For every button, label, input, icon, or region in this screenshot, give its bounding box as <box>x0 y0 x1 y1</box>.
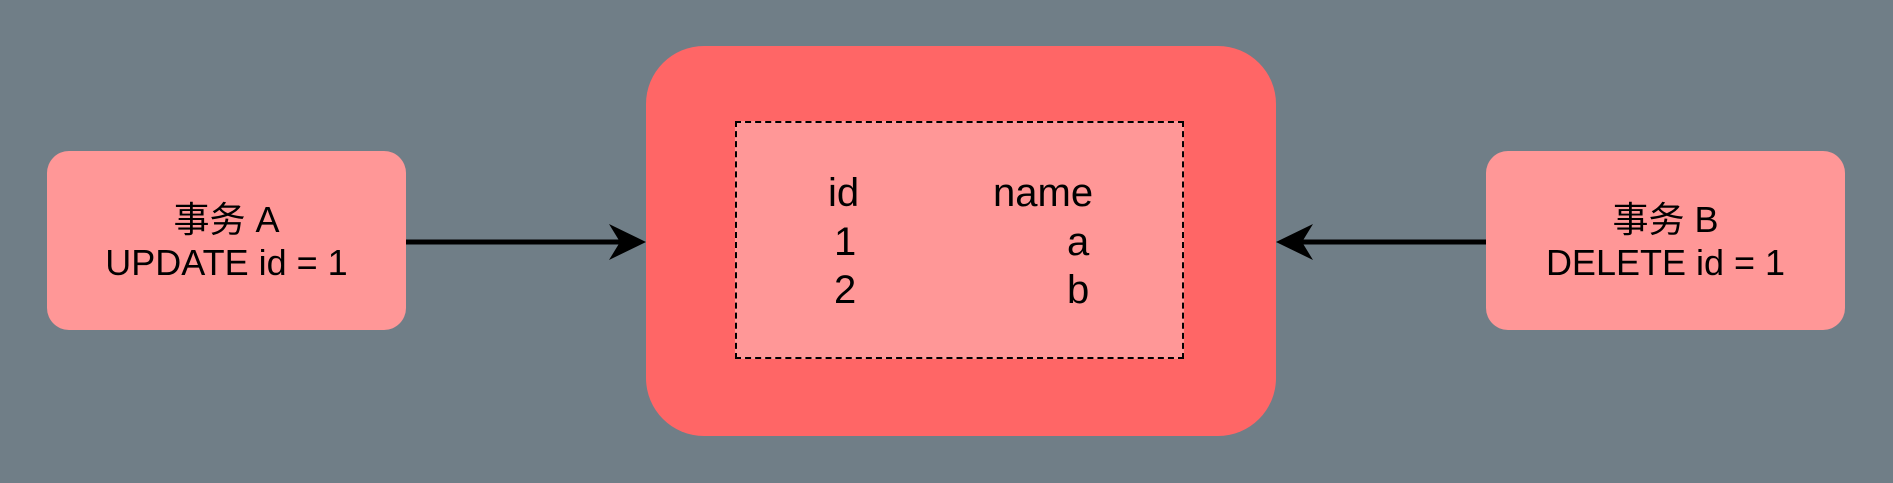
arrow-b-to-database <box>1276 224 1486 260</box>
table-cell-name: a <box>1067 220 1090 264</box>
transaction-a-title: 事务 A <box>173 198 280 240</box>
database-container: id name 1 a 2 b <box>646 46 1276 436</box>
transaction-a-statement: UPDATE id = 1 <box>105 241 348 283</box>
table-header-id: id <box>828 171 860 215</box>
table-cell-id: 2 <box>834 268 857 312</box>
arrow-a-to-database <box>406 224 646 260</box>
transaction-b-title: 事务 B <box>1612 198 1719 240</box>
arrowhead <box>1276 224 1313 260</box>
transaction-a-node: 事务 A UPDATE id = 1 <box>47 151 406 330</box>
transaction-b-node: 事务 B DELETE id = 1 <box>1486 151 1845 330</box>
table-header-name: name <box>993 171 1094 215</box>
table-cell-name: b <box>1067 268 1090 312</box>
transaction-b-statement: DELETE id = 1 <box>1545 241 1786 283</box>
arrowhead <box>609 224 646 260</box>
data-table: id name 1 a 2 b <box>735 121 1184 359</box>
table-cell-id: 1 <box>834 220 857 264</box>
